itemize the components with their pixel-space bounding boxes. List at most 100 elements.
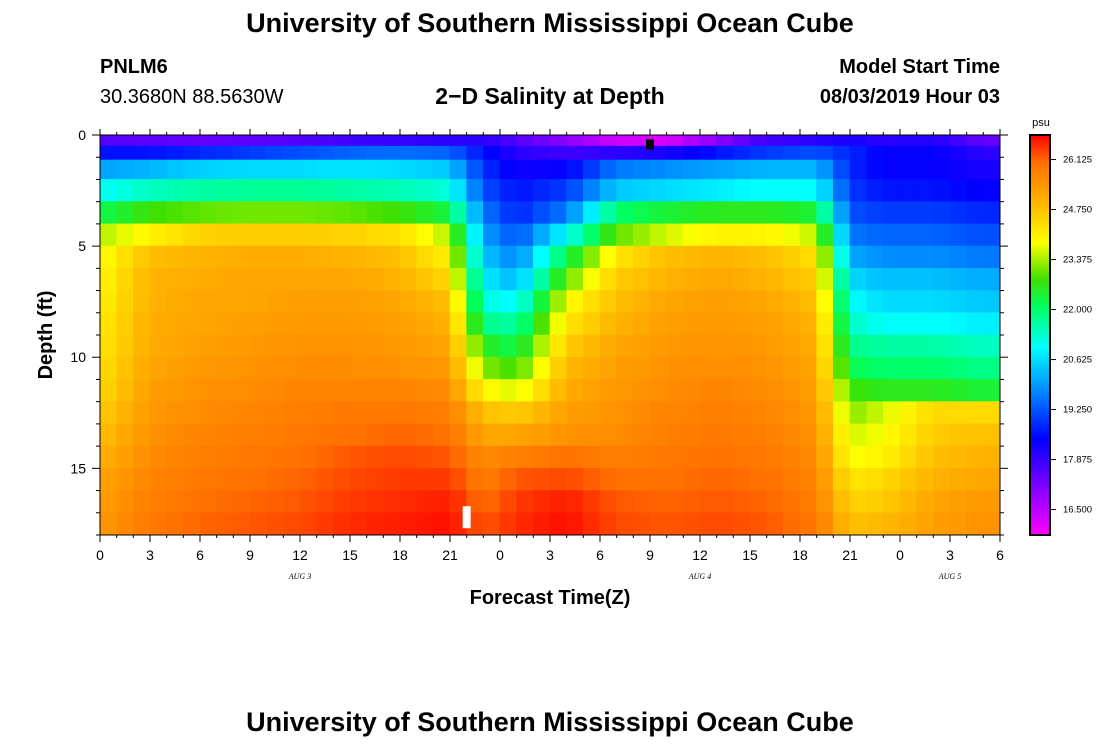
heatmap-cell <box>749 312 767 336</box>
heatmap-cell <box>883 159 901 180</box>
heatmap-cell <box>849 379 867 402</box>
heatmap-cell <box>699 490 717 514</box>
heatmap-cell <box>483 290 501 314</box>
heatmap-cell <box>949 334 967 358</box>
heatmap-cell <box>399 379 417 402</box>
heatmap-cell <box>833 159 851 180</box>
model-start-value: 08/03/2019 Hour 03 <box>819 86 1000 108</box>
heatmap-cell <box>99 512 117 536</box>
x-tick-label: 12 <box>692 547 708 563</box>
heatmap-cell <box>683 312 701 336</box>
heatmap-cell <box>549 201 567 225</box>
heatmap-cell <box>616 179 634 202</box>
heatmap-cell <box>566 159 584 180</box>
heatmap-cell <box>883 223 901 247</box>
colorbar-unit: psu <box>1032 117 1050 129</box>
heatmap-cell <box>833 145 851 161</box>
heatmap-cell <box>516 312 534 336</box>
heatmap-cell <box>166 290 184 314</box>
heatmap-cell <box>216 401 234 425</box>
heatmap-cell <box>566 468 584 491</box>
heatmap-cell <box>649 490 667 514</box>
heatmap-cell <box>633 245 651 269</box>
heatmap-cell <box>516 490 534 514</box>
heatmap-cell <box>833 468 851 491</box>
heatmap-cell <box>233 423 251 447</box>
heatmap-cell <box>883 445 901 469</box>
heatmap-cell <box>249 356 267 380</box>
heatmap-cell <box>266 179 284 202</box>
heatmap-cell <box>466 445 484 469</box>
heatmap-cell <box>849 134 867 147</box>
heatmap-cell <box>783 356 801 380</box>
heatmap-cell <box>316 445 334 469</box>
heatmap-cell <box>483 268 501 291</box>
heatmap-cell <box>233 401 251 425</box>
heatmap-cell <box>899 179 917 202</box>
heatmap-cell <box>866 445 884 469</box>
heatmap-cell <box>249 468 267 491</box>
heatmap-cell <box>166 245 184 269</box>
heatmap-cell <box>166 159 184 180</box>
heatmap-cell <box>633 334 651 358</box>
heatmap-cell <box>383 201 401 225</box>
heatmap-cell <box>933 356 951 380</box>
heatmap-cell <box>716 401 734 425</box>
heatmap-cell <box>499 290 517 314</box>
heatmap-cell <box>533 356 551 380</box>
heatmap-cell <box>749 334 767 358</box>
heatmap-cell <box>649 512 667 536</box>
heatmap-cell <box>183 145 201 161</box>
heatmap-cell <box>433 423 451 447</box>
heatmap-cell <box>866 179 884 202</box>
heatmap-cell <box>933 223 951 247</box>
heatmap-cell <box>416 445 434 469</box>
heatmap-cell <box>666 179 684 202</box>
heatmap-cell <box>299 468 317 491</box>
heatmap-cell <box>199 401 217 425</box>
heatmap-cell <box>333 356 351 380</box>
heatmap-cell <box>899 290 917 314</box>
date-label: AUG 3 <box>288 572 311 581</box>
heatmap-cell <box>183 245 201 269</box>
heatmap-cell <box>183 179 201 202</box>
heatmap-cell <box>649 245 667 269</box>
heatmap-cell <box>349 145 367 161</box>
heatmap-cell <box>133 401 151 425</box>
heatmap-cell <box>749 268 767 291</box>
heatmap-cell <box>899 490 917 514</box>
heatmap-cell <box>383 379 401 402</box>
heatmap-cell <box>466 223 484 247</box>
heatmap-cell <box>483 223 501 247</box>
heatmap-cell <box>99 379 117 402</box>
heatmap-cell <box>366 334 384 358</box>
heatmap-cell <box>933 145 951 161</box>
heatmap-cell <box>216 423 234 447</box>
heatmap-cell <box>666 159 684 180</box>
heatmap-cell <box>616 512 634 536</box>
heatmap-cell <box>899 145 917 161</box>
heatmap-cell <box>666 268 684 291</box>
heatmap-cell <box>316 423 334 447</box>
heatmap-cell <box>349 490 367 514</box>
heatmap-cell <box>883 379 901 402</box>
heatmap-cell <box>799 423 817 447</box>
heatmap-cell <box>699 179 717 202</box>
heatmap-cell <box>583 401 601 425</box>
heatmap-cell <box>983 159 1001 180</box>
heatmap-cell <box>316 223 334 247</box>
heatmap-cell <box>749 159 767 180</box>
heatmap-cell <box>199 423 217 447</box>
heatmap-cell <box>149 423 167 447</box>
heatmap-cell <box>99 334 117 358</box>
heatmap-cell <box>766 223 784 247</box>
heatmap-cell <box>733 145 751 161</box>
heatmap-cell <box>483 134 501 147</box>
heatmap-cell <box>499 334 517 358</box>
heatmap-cell <box>583 512 601 536</box>
heatmap-cell <box>349 245 367 269</box>
heatmap-cell <box>233 145 251 161</box>
heatmap-cell <box>399 268 417 291</box>
heatmap-cell <box>566 401 584 425</box>
heatmap-cell <box>733 512 751 536</box>
